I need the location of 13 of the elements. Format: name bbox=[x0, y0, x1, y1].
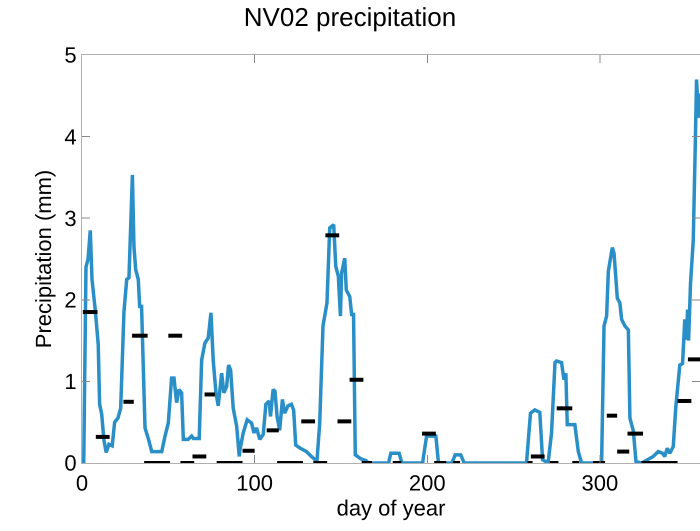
x-tick-label: 200 bbox=[408, 470, 446, 496]
chart-title: NV02 precipitation bbox=[244, 2, 456, 32]
y-tick-label: 4 bbox=[64, 124, 77, 150]
y-tick-label: 1 bbox=[64, 369, 77, 394]
y-tick-label: 3 bbox=[64, 206, 77, 231]
y-axis-title: Precipitation (mm) bbox=[31, 170, 56, 348]
x-axis-title: day of year bbox=[336, 495, 446, 520]
y-tick-label: 0 bbox=[64, 450, 77, 476]
line-series bbox=[82, 78, 700, 463]
x-tick-label: 100 bbox=[236, 470, 273, 496]
y-tick-label: 5 bbox=[64, 42, 77, 68]
y-tick-label: 2 bbox=[64, 288, 77, 312]
x-tick-label: 300 bbox=[582, 470, 618, 496]
